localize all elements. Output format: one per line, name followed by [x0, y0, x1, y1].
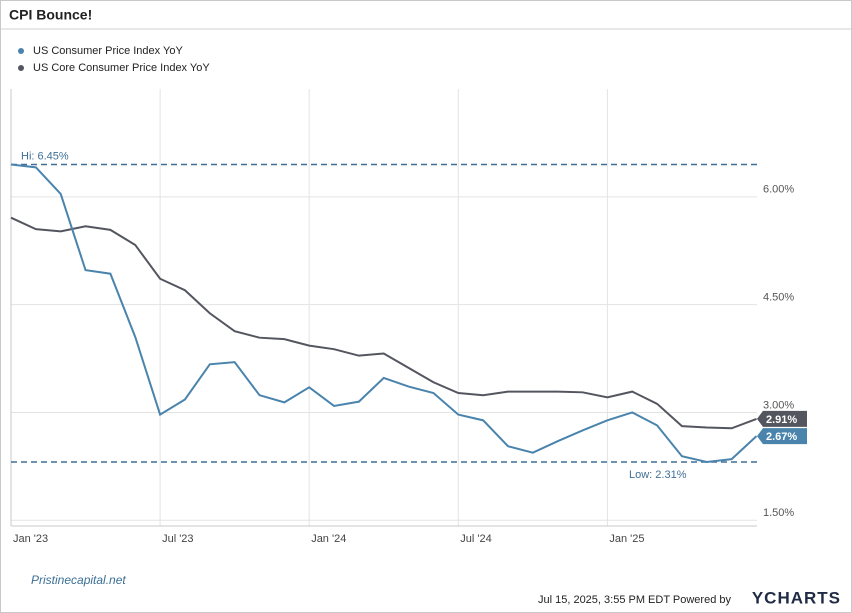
x-tick-label: Jan '23: [13, 533, 48, 545]
legend-label: US Consumer Price Index YoY: [33, 45, 183, 57]
end-label: 2.67%: [766, 431, 797, 443]
chart-title: CPI Bounce!: [9, 7, 92, 23]
x-tick-label: Jan '25: [609, 533, 644, 545]
y-tick-label: 6.00%: [763, 184, 794, 196]
legend-marker: [18, 65, 24, 71]
series-line: [10, 216, 757, 430]
x-tick-label: Jul '24: [460, 533, 491, 545]
y-tick-label: 3.00%: [763, 399, 794, 411]
high-label: Hi: 6.45%: [21, 150, 69, 162]
y-tick-label: 4.50%: [763, 292, 794, 304]
timestamp: Jul 15, 2025, 3:55 PM EDT Powered by: [538, 594, 732, 606]
legend-marker: [18, 48, 24, 54]
x-tick-label: Jul '23: [162, 533, 193, 545]
series-line: [10, 163, 758, 464]
logo: Pristinecapital.net: [31, 573, 126, 587]
end-label: 2.91%: [766, 414, 797, 426]
end-tag: [757, 410, 807, 427]
low-label: Low: 2.31%: [629, 469, 687, 481]
legend-label: US Core Consumer Price Index YoY: [33, 62, 210, 74]
end-tag: [757, 428, 807, 445]
y-tick-label: 1.50%: [763, 507, 794, 519]
x-tick-label: Jan '24: [311, 533, 346, 545]
brand: YCHARTS: [752, 588, 841, 607]
